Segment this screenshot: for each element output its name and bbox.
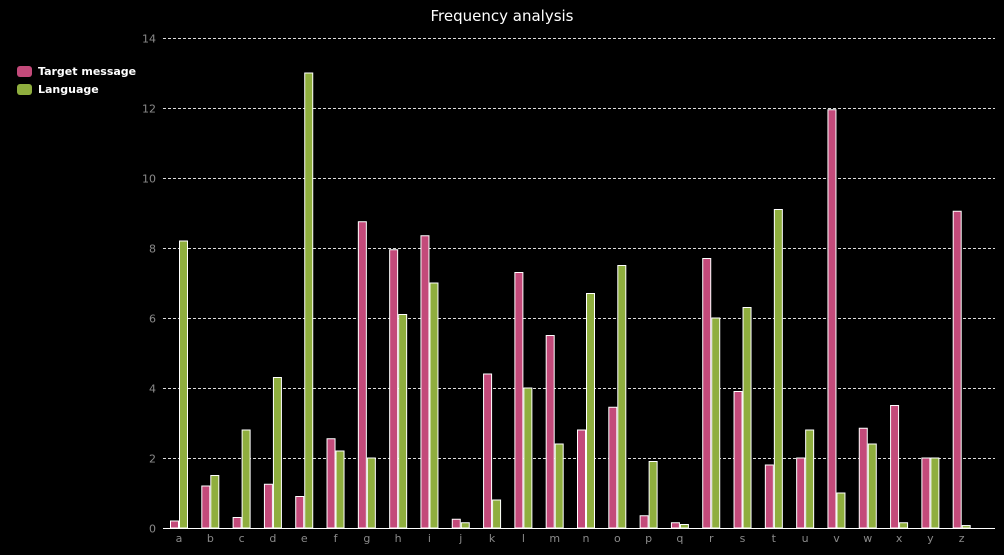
bar-target-message-x [890,405,900,529]
y-tick-label: 14 [142,33,156,46]
bar-target-message-h [389,249,399,529]
x-tick-label: t [772,532,777,545]
x-tick-label: x [896,532,903,545]
bar-target-message-s [733,391,743,529]
x-tick-label: j [458,532,462,545]
bar-language-c [241,429,251,529]
x-tick-label: w [863,532,872,545]
bar-language-i [429,282,439,529]
chart-title: Frequency analysis [430,7,574,25]
chart-legend: Target message Language [17,64,136,96]
bar-target-message-b [201,485,211,529]
x-tick-label: y [927,532,934,545]
bar-language-v [836,492,846,529]
bar-language-q [679,524,689,529]
bar-language-m [554,443,564,529]
bar-target-message-q [670,522,680,529]
legend-item-target-message[interactable]: Target message [17,64,136,78]
x-tick-label: d [269,532,276,545]
bar-language-u [805,429,815,529]
x-tick-label: r [709,532,714,545]
legend-item-language[interactable]: Language [17,82,136,96]
bar-language-g [366,457,376,529]
bar-target-message-k [483,373,493,529]
bar-language-t [773,209,783,529]
x-tick-label: q [676,532,683,545]
bar-target-message-w [858,427,868,529]
x-tick-label: h [395,532,402,545]
bar-language-f [335,450,345,529]
x-tick-label: p [645,532,652,545]
x-tick-label: k [489,532,496,545]
bar-language-e [304,72,314,529]
bar-target-message-y [921,457,931,529]
bar-target-message-p [639,515,649,529]
x-tick-label: m [549,532,560,545]
bar-language-z [961,525,971,529]
x-tick-label: o [614,532,621,545]
bar-language-s [742,307,752,529]
bar-language-l [523,387,533,529]
x-tick-label: z [959,532,965,545]
x-tick-label: n [583,532,590,545]
legend-swatch-language [17,83,32,95]
bar-target-message-g [357,221,367,529]
bar-language-d [272,377,282,529]
bar-target-message-u [796,457,806,529]
x-tick-label: s [740,532,746,545]
y-tick-label: 0 [149,523,156,536]
x-tick-label: f [334,532,339,545]
bar-target-message-n [577,429,586,529]
bar-target-message-e [295,496,305,529]
bar-target-message-f [326,438,336,529]
x-tick-label: g [363,532,370,545]
bar-language-n [586,293,595,529]
bar-target-message-c [232,517,242,529]
bar-target-message-z [952,210,962,529]
bar-target-message-v [827,109,837,529]
y-tick-label: 2 [149,453,156,466]
x-tick-label: b [207,532,214,545]
bar-target-message-d [263,483,273,529]
bar-language-b [210,475,220,529]
bar-target-message-o [608,406,618,529]
y-tick-label: 6 [149,313,156,326]
x-tick-label: u [802,532,809,545]
x-tick-label: c [239,532,245,545]
bar-language-x [899,522,909,529]
legend-swatch-target-message [17,65,32,77]
x-tick-label: l [522,532,525,545]
bar-target-message-i [420,235,430,529]
bar-language-a [179,240,188,529]
bar-language-r [711,317,721,529]
bar-language-j [460,522,470,529]
bar-language-o [617,265,627,529]
bar-language-h [398,314,408,529]
bar-language-p [648,461,658,529]
bar-language-y [930,457,940,529]
bar-target-message-m [545,335,555,529]
bar-language-k [492,499,502,529]
x-tick-label: i [428,532,431,545]
bar-target-message-l [514,272,524,529]
bar-target-message-r [702,258,712,529]
y-tick-label: 8 [149,243,156,256]
legend-label: Target message [38,64,137,78]
bar-target-message-j [451,518,461,529]
y-tick-label: 12 [142,103,156,116]
bar-target-message-t [764,464,774,529]
x-tick-label: e [301,532,308,545]
x-tick-label: v [833,532,840,545]
bar-language-w [867,443,877,529]
y-tick-label: 4 [149,383,156,396]
y-tick-label: 10 [142,173,156,186]
legend-label: Language [38,82,99,96]
x-tick-label: a [176,532,183,545]
bar-target-message-a [170,520,179,529]
